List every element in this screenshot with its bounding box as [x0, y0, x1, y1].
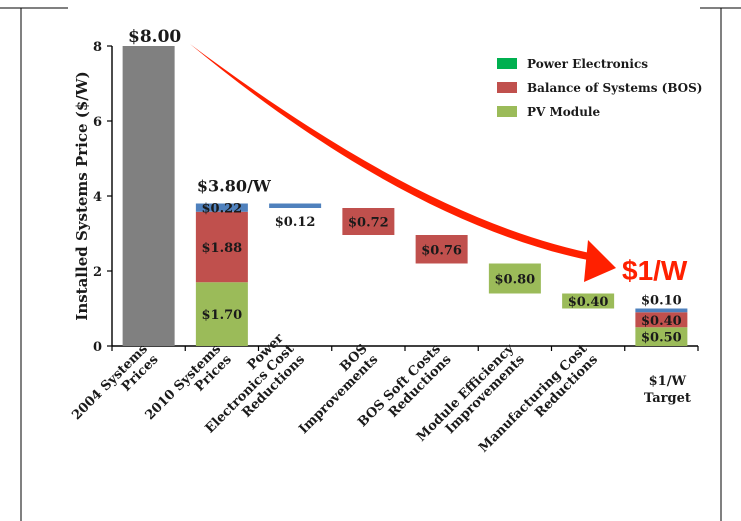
trend-arrow-shaft — [190, 44, 600, 262]
legend-label: Balance of Systems (BOS) — [527, 81, 702, 95]
bar-segment-pv-module — [562, 293, 615, 309]
bar-segment-pv-module — [488, 263, 541, 294]
legend-label: PV Module — [527, 105, 600, 119]
data-label: $1.70 — [202, 308, 243, 323]
legend-label: Power Electronics — [527, 57, 648, 71]
legend-swatch — [497, 82, 517, 93]
bar-segment-power-electronics — [195, 203, 248, 212]
y-tick-label: 8 — [93, 40, 102, 55]
data-label: $0.50 — [641, 331, 682, 346]
bar-segment-bos — [635, 312, 688, 328]
bar-segment-pv-module — [195, 282, 248, 346]
data-label: $0.80 — [495, 273, 536, 288]
bar-total-label: $3.80/W — [197, 177, 272, 196]
target-annotation: $1/W — [622, 255, 688, 286]
x-category-label: Target — [644, 391, 691, 406]
bar-segment-bos — [342, 208, 395, 235]
legend-swatch — [497, 58, 517, 69]
bar-total-label: $8.00 — [128, 27, 181, 47]
y-tick-label: 4 — [93, 190, 102, 205]
bar-segment-power-electronics — [635, 308, 688, 313]
y-tick-label: 6 — [93, 115, 102, 130]
bar-segment-bos — [415, 235, 468, 264]
bar-segment-bos — [195, 211, 248, 283]
data-label: $0.12 — [275, 215, 316, 230]
data-label: $0.22 — [202, 202, 243, 217]
y-tick-label: 2 — [93, 265, 102, 280]
data-label: $0.72 — [348, 216, 389, 231]
bar-segment-total — [122, 46, 175, 346]
data-label: $0.76 — [421, 243, 462, 258]
legend-swatch — [497, 106, 517, 117]
data-label: $0.40 — [568, 295, 609, 310]
data-label: $0.10 — [641, 294, 682, 309]
data-label: $0.40 — [641, 314, 682, 329]
bar-segment-power-electronics — [269, 203, 322, 208]
y-tick-label: 0 — [93, 340, 102, 355]
y-axis-label: Installed Systems Price ($/W) — [73, 71, 91, 320]
trend-arrow-head — [584, 240, 616, 282]
x-category-label: $1/W — [649, 374, 687, 389]
bar-segment-pv-module — [635, 327, 688, 346]
data-label: $1.88 — [202, 241, 243, 256]
